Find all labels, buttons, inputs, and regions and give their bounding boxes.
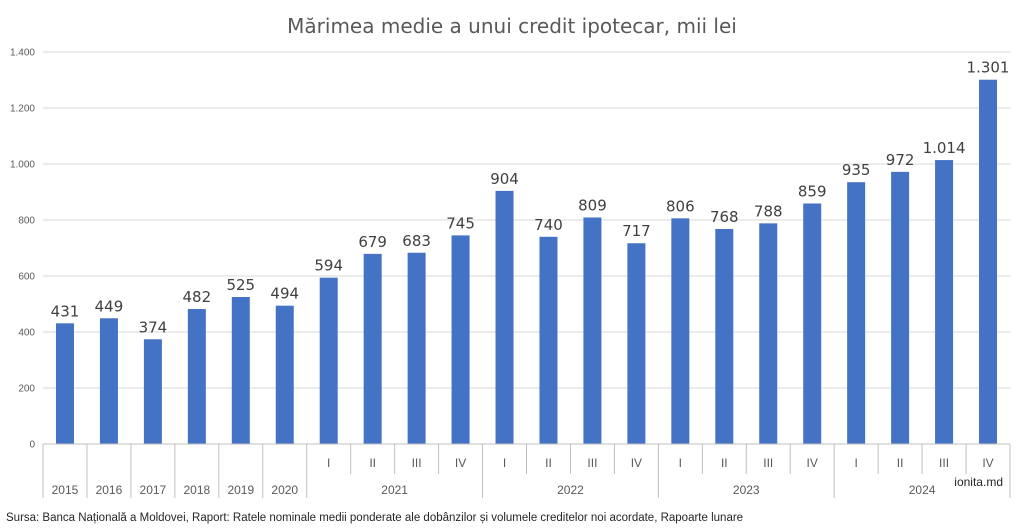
y-tick-label: 0: [29, 440, 35, 451]
x-tick-label: I: [327, 456, 330, 470]
x-tick-label: 2018: [183, 483, 210, 497]
x-tick-label: II: [369, 456, 376, 470]
x-tick-label: 2020: [271, 483, 298, 497]
x-tick-label: III: [412, 456, 422, 470]
y-tick-label: 1.000: [10, 160, 35, 171]
data-label: 449: [95, 297, 124, 315]
data-label: 972: [886, 151, 915, 169]
x-tick-label: II: [721, 456, 728, 470]
x-tick-label: I: [854, 456, 857, 470]
x-tick-label: III: [763, 456, 773, 470]
bar: [187, 309, 206, 444]
bar: [275, 305, 294, 444]
data-labels: 431 449 374 482 525 494 594 679 683 745 904 740 809 7…: [51, 59, 1010, 337]
bar: [979, 79, 998, 444]
x-tick-label: IV: [807, 456, 818, 470]
x-tick-label: II: [897, 456, 904, 470]
bar: [715, 228, 734, 444]
data-label: 679: [358, 233, 387, 251]
x-tick-label: I: [679, 456, 682, 470]
x-tick-label: 2017: [140, 483, 167, 497]
x-tick-label: 2015: [52, 483, 79, 497]
data-label: 745: [446, 214, 475, 232]
bar: [891, 171, 910, 444]
x-tick-label: IV: [982, 456, 993, 470]
data-label: 859: [798, 182, 827, 200]
data-label: 1.014: [923, 139, 966, 157]
data-label: 374: [139, 318, 168, 336]
data-label: 594: [314, 257, 343, 275]
data-label: 494: [270, 285, 299, 303]
source-note: Sursa: Banca Națională a Moldovei, Rapor…: [6, 512, 743, 524]
x-group-label: 2021: [381, 483, 408, 497]
x-tick-label: I: [503, 456, 506, 470]
bar: [451, 235, 470, 444]
data-label: 1.301: [967, 59, 1010, 77]
x-group-label: 2023: [733, 483, 760, 497]
y-tick-label: 600: [18, 272, 35, 283]
bar: [583, 217, 602, 444]
x-group-label: 2022: [557, 483, 584, 497]
data-label: 717: [622, 222, 651, 240]
data-label: 788: [754, 202, 783, 220]
x-group-label: 2024: [909, 483, 936, 497]
bar: [143, 339, 162, 444]
bar: [847, 182, 866, 444]
data-label: 806: [666, 197, 695, 215]
data-label: 431: [51, 302, 80, 320]
bar: [759, 223, 778, 444]
x-tick-label: IV: [455, 456, 466, 470]
data-label: 935: [842, 161, 871, 179]
bar: [935, 160, 954, 444]
bar: [363, 253, 382, 444]
bar: [231, 297, 250, 444]
x-tick-label: IV: [631, 456, 642, 470]
bar: [539, 236, 558, 444]
data-label: 683: [402, 232, 431, 250]
data-label: 904: [490, 170, 519, 188]
watermark: ionita.md: [954, 475, 1003, 489]
x-tick-label: III: [587, 456, 597, 470]
bar: [627, 243, 646, 444]
bar: [407, 252, 426, 444]
data-label: 525: [226, 276, 255, 294]
x-tick-label: 2016: [96, 483, 123, 497]
x-tick-label: II: [545, 456, 552, 470]
bar: [495, 190, 514, 444]
bar: [803, 203, 822, 444]
y-axis-ticks: 0 200 400 600 800 1.000 1.200 1.400: [10, 48, 35, 451]
data-label: 809: [578, 196, 607, 214]
y-tick-label: 200: [18, 384, 35, 395]
bar: [671, 218, 690, 444]
bars: [55, 79, 998, 444]
bar: [99, 318, 118, 444]
bar: [319, 277, 338, 444]
data-label: 482: [183, 288, 212, 306]
y-tick-label: 800: [18, 216, 35, 227]
data-label: 740: [534, 216, 563, 234]
bar: [55, 323, 74, 444]
chart-title: Mărimea medie a unui credit ipotecar, mi…: [287, 14, 737, 38]
y-tick-label: 1.200: [10, 104, 35, 115]
y-tick-label: 1.400: [10, 48, 35, 59]
data-label: 768: [710, 208, 739, 226]
x-tick-label: 2019: [227, 483, 254, 497]
y-tick-label: 400: [18, 328, 35, 339]
x-tick-label: III: [939, 456, 949, 470]
